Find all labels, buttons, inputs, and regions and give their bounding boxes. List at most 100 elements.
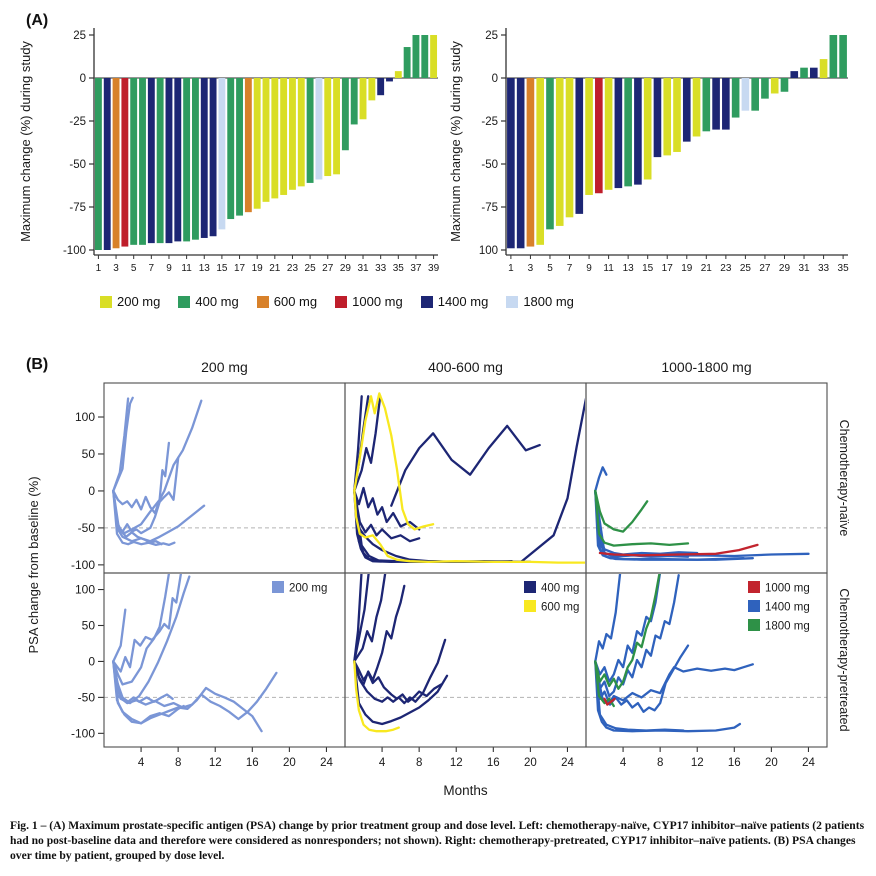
- legend-label: 400 mg: [195, 294, 239, 309]
- psa-line-1800mg: [594, 489, 690, 547]
- legend-item-1800mg: 1800 mg: [506, 294, 574, 309]
- bar: [412, 35, 420, 78]
- psa-lines: [112, 574, 278, 733]
- bar: [297, 78, 305, 187]
- y-tick-label: 25: [485, 30, 498, 42]
- x-tick-label: 8: [175, 757, 181, 769]
- subplot-0-0: [103, 382, 346, 574]
- x-tick-label: 9: [166, 263, 172, 274]
- y-tick-label: 100: [75, 583, 95, 597]
- x-tick-label: 33: [818, 263, 830, 274]
- x-tick-label: 20: [524, 757, 537, 769]
- subplot-column-title: 400-600 mg: [428, 359, 503, 375]
- bar: [516, 78, 525, 249]
- y-tick-label: 25: [73, 30, 86, 42]
- y-tick-label: 50: [82, 447, 96, 461]
- bar: [673, 78, 681, 152]
- bar: [165, 78, 173, 244]
- x-tick-label: 24: [802, 757, 815, 769]
- y-tick-label: 0: [88, 654, 95, 668]
- psa-line-200mg: [112, 574, 171, 686]
- x-tick-label: 12: [209, 757, 222, 769]
- bar: [289, 78, 296, 190]
- bar: [333, 78, 340, 175]
- x-tick-label: 27: [759, 263, 771, 274]
- psa-line-1400mg: [594, 574, 680, 698]
- y-tick-label: 0: [80, 73, 86, 85]
- inplot-legend-label-200mg: 200 mg: [289, 583, 327, 595]
- legend-item-200mg: 200 mg: [100, 294, 160, 309]
- bar: [183, 78, 191, 242]
- x-tick-label: 29: [779, 263, 791, 274]
- bar: [536, 78, 545, 245]
- y-tick-label: -50: [78, 521, 96, 535]
- x-tick-label: 17: [234, 263, 246, 274]
- bar: [341, 78, 349, 151]
- bar: [103, 78, 111, 250]
- bar: [236, 78, 243, 216]
- bar: [421, 35, 429, 78]
- x-tick-label: 7: [149, 263, 155, 274]
- psa-line-400mg: [353, 584, 406, 686]
- x-tick-label: 39: [428, 263, 440, 274]
- x-axis-title: Months: [443, 783, 488, 798]
- row-label: Chemotherapy-pretreated: [837, 588, 851, 731]
- x-tick-label: 1: [96, 263, 102, 274]
- psa-line-400mg: [390, 424, 541, 507]
- bar: [147, 78, 155, 244]
- psa-line-400mg: [353, 660, 443, 703]
- inplot-legend-label-1400mg: 1400 mg: [765, 602, 810, 614]
- x-tick-label: 9: [586, 263, 592, 274]
- bar: [575, 78, 584, 214]
- psa-lines: [594, 574, 754, 733]
- x-tick-label: 12: [691, 757, 704, 769]
- bar: [770, 78, 779, 94]
- subplot-column-title: 1000-1800 mg: [661, 359, 751, 375]
- bar: [315, 78, 323, 180]
- panel-b-label: (B): [26, 356, 49, 373]
- spaghetti-plot-grid: 200 mg 400-600 mg 1000-1800 mg 100 50 0 -50 -10…: [26, 359, 851, 798]
- bar: [809, 67, 818, 78]
- inplot-legend-swatch-200mg: [272, 581, 284, 593]
- caption-prefix: Fig. 1 –: [10, 819, 47, 832]
- bar: [800, 67, 808, 78]
- bar: [139, 78, 146, 245]
- legend-item-400mg: 400 mg: [178, 294, 239, 309]
- psa-line-1000mg: [598, 543, 759, 557]
- x-tick-label: 7: [567, 263, 573, 274]
- psa-line-200mg: [112, 574, 183, 673]
- x-tick-label: 20: [283, 757, 296, 769]
- subplot-1-2: 1000 mg 1400 mg 1800 mg: [585, 572, 828, 748]
- subplot-border: [585, 572, 828, 748]
- x-tick-label: 4: [620, 757, 627, 769]
- bar: [604, 78, 613, 190]
- bar: [112, 78, 120, 249]
- inplot-legend-label-400mg: 400 mg: [541, 583, 579, 595]
- x-tick-label: 8: [416, 757, 422, 769]
- subplot-1-1: 400 mg 600 mg: [344, 572, 587, 748]
- x-tick-label: 11: [181, 263, 192, 274]
- inplot-legend-swatch-1000mg: [748, 581, 760, 593]
- legend-item-1400mg: 1400 mg: [420, 294, 488, 309]
- psa-line-1000mg: [603, 697, 616, 706]
- y-tick-label: -100: [63, 245, 86, 257]
- x-tick-label: 16: [246, 757, 259, 769]
- bar: [819, 59, 828, 78]
- y-tick-label: 50: [82, 618, 96, 632]
- psa-line-400mg: [353, 489, 532, 564]
- bar: [761, 78, 769, 99]
- figure-caption: Fig. 1 – (A) Maximum prostate-specific a…: [10, 818, 866, 863]
- psa-line-400mg: [353, 489, 513, 564]
- bar: [324, 78, 332, 177]
- x-tick-label: 13: [623, 263, 635, 274]
- subplot-border: [103, 572, 346, 748]
- y-axis-title: PSA change from baseline (%): [26, 476, 41, 653]
- bar: [614, 78, 623, 189]
- y-tick-label: -50: [78, 690, 96, 704]
- bar: [751, 78, 759, 111]
- bar: [377, 78, 385, 96]
- y-tick-label: -25: [481, 116, 498, 128]
- subplot-0-1: [344, 382, 587, 574]
- x-tick-label: 35: [393, 263, 405, 274]
- bar: [790, 71, 799, 78]
